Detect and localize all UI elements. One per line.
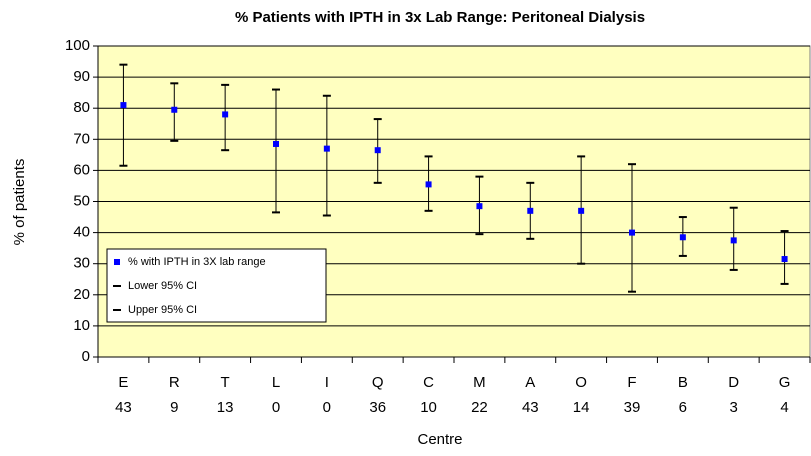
x-tick-label: A <box>525 374 535 391</box>
y-tick-label: 10 <box>73 317 90 334</box>
x-tick-label: 0 <box>323 399 331 416</box>
y-tick-label: 50 <box>73 192 90 209</box>
legend-label: Lower 95% CI <box>128 280 197 292</box>
point <box>629 229 635 236</box>
point <box>273 140 279 147</box>
y-tick-label: 80 <box>73 99 90 116</box>
x-tick-label: 39 <box>624 399 641 416</box>
y-tick-label: 30 <box>73 255 90 272</box>
x-tick-label: F <box>627 374 636 391</box>
point <box>679 234 686 241</box>
y-tick-label: 70 <box>73 130 90 147</box>
x-tick-label: 3 <box>730 399 738 416</box>
x-tick-label: 22 <box>471 399 488 416</box>
x-tick-label: O <box>575 374 587 391</box>
x-tick-label: 10 <box>420 399 437 416</box>
x-tick-label: M <box>473 374 486 391</box>
legend-label: % with IPTH in 3X lab range <box>128 256 266 268</box>
point <box>730 237 737 244</box>
legend-box <box>106 248 327 323</box>
x-tick-label: L <box>272 374 280 391</box>
y-tick-label: 60 <box>73 161 90 178</box>
point <box>222 111 229 118</box>
legend-marker <box>114 259 120 265</box>
x-tick-label: I <box>325 374 329 391</box>
point <box>120 102 127 109</box>
x-tick-label: 14 <box>573 399 590 416</box>
x-tick-label: 43 <box>115 399 132 416</box>
x-tick-label: Q <box>372 374 384 391</box>
point <box>425 181 432 188</box>
y-tick-label: 0 <box>82 348 90 365</box>
y-tick-label: 40 <box>73 224 90 241</box>
x-tick-label: 6 <box>679 399 687 416</box>
x-tick-label: G <box>779 374 791 391</box>
legend-label: Upper 95% CI <box>128 304 197 316</box>
point <box>323 145 330 152</box>
x-tick-label: E <box>118 374 128 391</box>
point <box>476 203 483 210</box>
x-axis-title: Centre <box>417 431 462 448</box>
x-tick-label: C <box>423 374 434 391</box>
x-tick-label: 0 <box>272 399 280 416</box>
point <box>578 207 585 214</box>
x-tick-label: 13 <box>217 399 234 416</box>
x-tick-label: 9 <box>170 399 178 416</box>
point <box>527 207 534 214</box>
x-tick-label: B <box>678 374 688 391</box>
y-axis-title: % of patients <box>11 159 28 246</box>
y-tick-label: 100 <box>65 37 90 54</box>
point <box>374 147 381 154</box>
x-tick-label: D <box>728 374 739 391</box>
x-tick-label: 4 <box>780 399 788 416</box>
point <box>781 256 788 263</box>
y-tick-label: 90 <box>73 68 90 85</box>
x-tick-label: R <box>169 374 180 391</box>
y-tick-label: 20 <box>73 286 90 303</box>
x-tick-label: T <box>221 374 230 391</box>
chart-title: % Patients with IPTH in 3x Lab Range: Pe… <box>235 9 645 26</box>
x-tick-label: 43 <box>522 399 539 416</box>
x-tick-label: 36 <box>369 399 386 416</box>
point <box>171 106 178 113</box>
